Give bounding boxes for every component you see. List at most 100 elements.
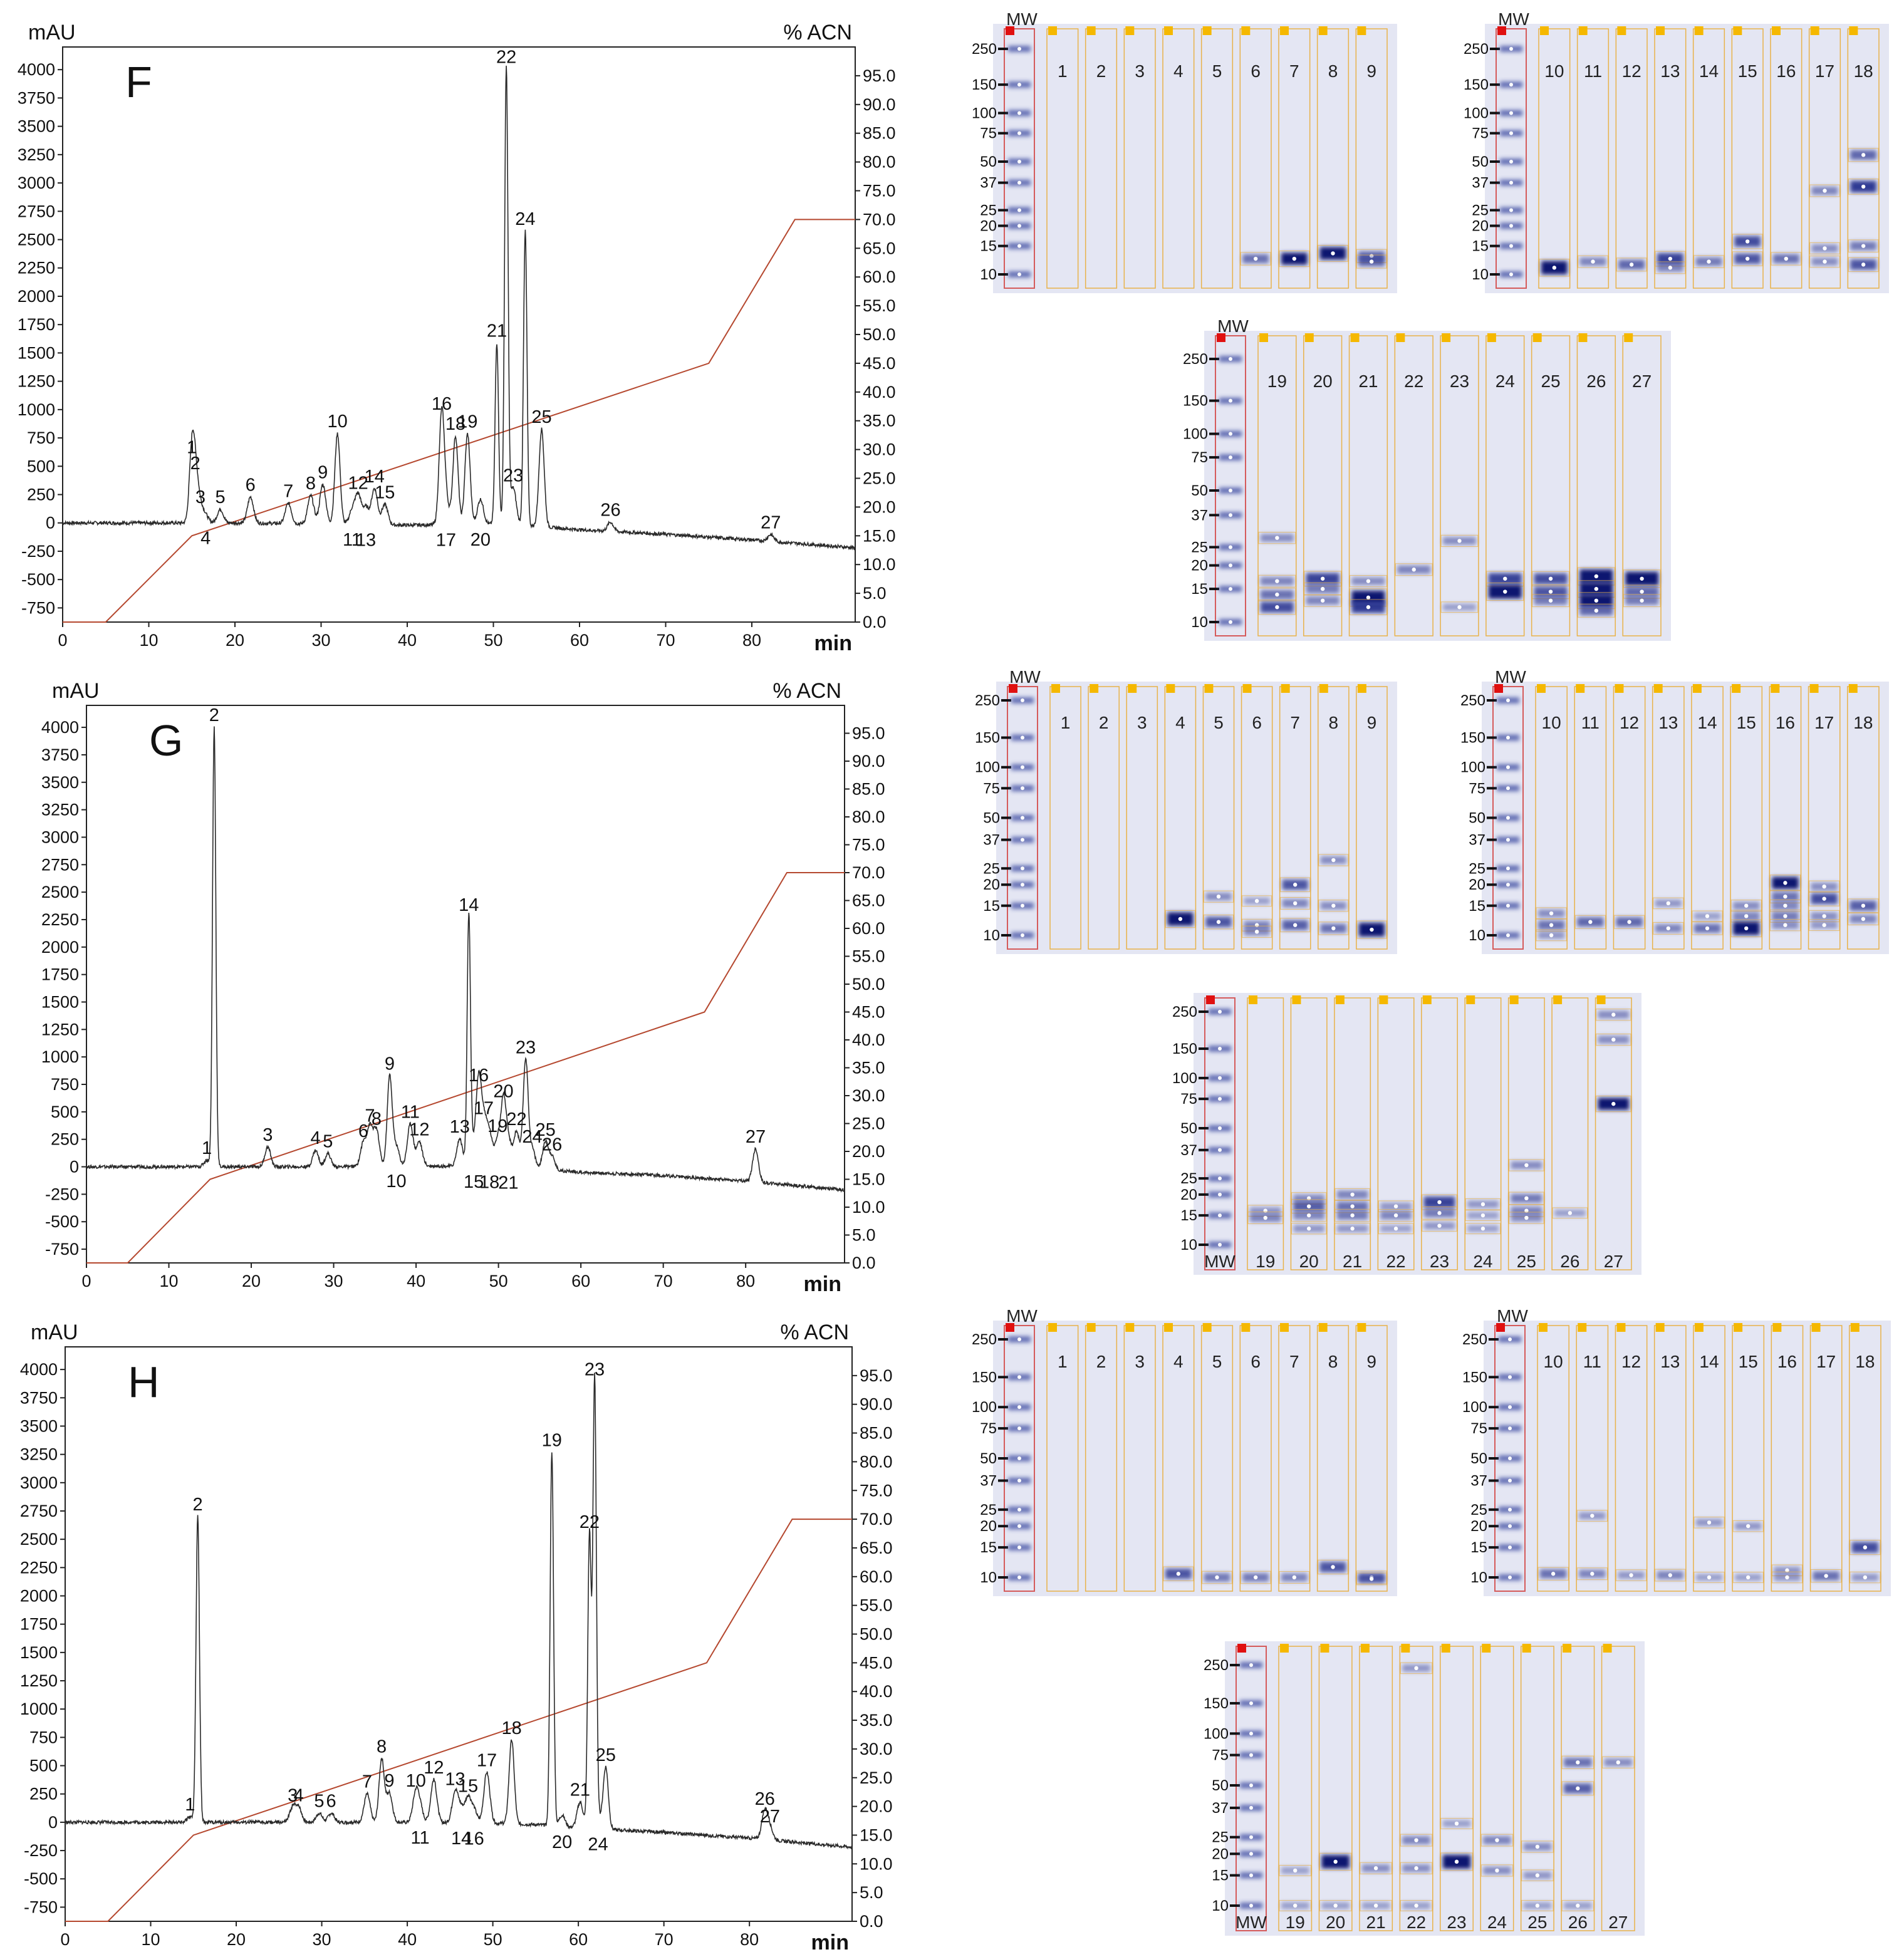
- lane-well-marker: [1128, 684, 1137, 693]
- band-center-dot: [1823, 189, 1827, 193]
- ladder-band-dot: [1509, 47, 1513, 51]
- ladder-band-dot: [1509, 244, 1513, 248]
- mw-marker-label: 25: [980, 1502, 997, 1519]
- band-center-dot: [1549, 933, 1554, 938]
- lane-number: 16: [1777, 1352, 1797, 1371]
- band-box: [1771, 1571, 1803, 1584]
- panel-letter: H: [128, 1358, 160, 1406]
- peak-label: 3: [288, 1785, 298, 1805]
- band-center-dot: [1594, 598, 1599, 603]
- sample-lane-outline: [1440, 335, 1479, 636]
- panel-letter: G: [149, 716, 183, 765]
- mw-marker-label: 250: [1204, 1657, 1229, 1674]
- y2-tick-label: 70.0: [863, 210, 896, 229]
- x-axis-unit: min: [814, 631, 852, 655]
- band-center-dot: [1785, 1575, 1789, 1580]
- band-center-dot: [1373, 1903, 1378, 1908]
- mw-header: MW: [1009, 667, 1041, 687]
- band-box: [1465, 1210, 1501, 1222]
- peak-label: 4: [200, 529, 211, 549]
- band-center-dot: [1369, 259, 1374, 264]
- ladder-band-dot: [1508, 1405, 1512, 1409]
- ladder-band-dot: [1017, 224, 1021, 228]
- x-tick-label: 40: [407, 1272, 425, 1290]
- peak-label: 20: [471, 530, 491, 550]
- band-box: [1395, 563, 1433, 576]
- band-box: [1532, 594, 1569, 608]
- sample-lane-outline: [1693, 1325, 1725, 1592]
- mw-marker-label: 10: [1212, 1897, 1229, 1914]
- band-box: [1242, 925, 1272, 938]
- peak-label: 17: [477, 1750, 497, 1770]
- y-tick-label: -250: [45, 1185, 79, 1203]
- ladder-band-dot: [1017, 1405, 1021, 1409]
- y-tick-label: 1750: [41, 965, 79, 984]
- peak-label: 18: [502, 1718, 522, 1738]
- band-box: [1655, 261, 1686, 274]
- lane-well-marker: [1563, 1644, 1572, 1653]
- lane-number: 6: [1251, 1352, 1261, 1371]
- band-box: [1319, 1900, 1352, 1911]
- mw-marker-label: 50: [980, 153, 997, 170]
- lane-number: 27: [1632, 371, 1652, 391]
- lane-number: 13: [1658, 713, 1678, 732]
- sample-lane-outline: [1808, 686, 1841, 950]
- band-center-dot: [1275, 592, 1279, 597]
- lane-number: 22: [1407, 1913, 1426, 1932]
- band-center-dot: [1863, 1545, 1868, 1550]
- x-tick-label: 0: [81, 1272, 91, 1290]
- band-center-dot: [1590, 1572, 1594, 1576]
- sample-lane-outline: [1485, 335, 1525, 636]
- band-center-dot: [1454, 1859, 1459, 1864]
- band-box: [1258, 532, 1296, 544]
- lane-number: 19: [1286, 1913, 1305, 1932]
- lane-number: 12: [1621, 1352, 1641, 1371]
- ladder-band-dot: [1249, 1753, 1253, 1757]
- sample-lane-outline: [1316, 28, 1350, 289]
- band-box: [1319, 1852, 1352, 1871]
- ladder-band-dot: [1017, 1507, 1021, 1512]
- peak-label: 11: [401, 1102, 420, 1122]
- band-box: [1334, 1222, 1370, 1235]
- x-tick-label: 20: [227, 1930, 246, 1949]
- band-center-dot: [1707, 259, 1711, 264]
- ladder-band-dot: [1506, 735, 1510, 740]
- band-center-dot: [1822, 923, 1826, 927]
- band-center-dot: [1414, 1866, 1418, 1871]
- ladder-band-dot: [1506, 933, 1510, 937]
- mw-marker-label: 20: [1212, 1846, 1229, 1862]
- band-box: [1536, 918, 1567, 932]
- mw-marker-label: 150: [972, 1369, 997, 1386]
- band-center-dot: [1254, 930, 1259, 934]
- y-tick-label: 2250: [41, 910, 79, 929]
- sample-lane-outline: [1202, 686, 1235, 950]
- sample-lane-outline: [1576, 335, 1616, 636]
- peak-label: 16: [469, 1066, 489, 1086]
- ladder-well-marker: [1006, 1323, 1014, 1332]
- x-tick-label: 30: [325, 1272, 343, 1290]
- y-tick-label: 4000: [18, 60, 55, 79]
- band-center-dot: [1414, 1838, 1418, 1842]
- mw-marker-label: 20: [983, 876, 1000, 893]
- y2-tick-label: 80.0: [860, 1452, 893, 1471]
- peak-label: 17: [436, 531, 456, 551]
- lane-well-marker: [1537, 684, 1546, 693]
- band-box: [1165, 910, 1195, 928]
- x-tick-label: 10: [139, 631, 158, 650]
- lane-well-marker: [1090, 684, 1099, 693]
- y2-axis-unit: % ACN: [773, 679, 841, 703]
- band-center-dot: [1306, 1227, 1311, 1231]
- mw-marker-label: 20: [1180, 1186, 1197, 1203]
- mw-header: MW: [1204, 1252, 1236, 1271]
- lane-number: 11: [1581, 713, 1600, 732]
- band-box: [1769, 875, 1801, 891]
- y2-tick-label: 60.0: [852, 919, 885, 938]
- y2-tick-label: 10.0: [863, 555, 896, 574]
- lane-well-marker: [1350, 333, 1360, 342]
- band-box: [1552, 1207, 1588, 1219]
- band-box: [1623, 594, 1661, 608]
- ladder-band-dot: [1508, 1576, 1512, 1579]
- y-tick-label: 3250: [41, 801, 79, 819]
- band-center-dot: [1176, 1572, 1181, 1576]
- band-center-dot: [1535, 1873, 1540, 1877]
